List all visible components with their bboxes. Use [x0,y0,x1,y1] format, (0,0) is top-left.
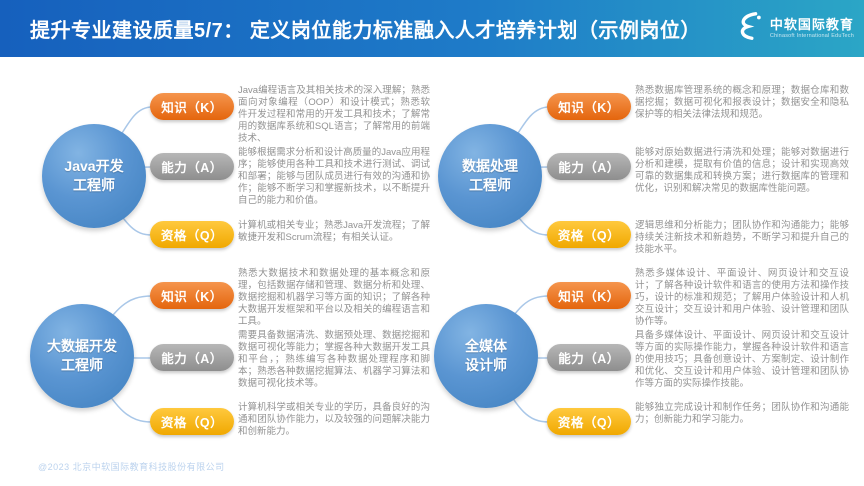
qualification-desc: 计算机或相关专业；熟悉Java开发流程；了解敏捷开发和Scrum流程；有相关认证… [238,220,430,243]
role-group-java: Java开发 工程师 知识（K） 能力（A） 资格（Q） Java编程语言及其相… [0,60,432,256]
knowledge-desc: 熟悉数据库管理系统的概念和原理；数据仓库和数据挖掘；数据可视化和报表设计；数据安… [635,85,849,120]
ability-pill: 能力（A） [547,153,631,180]
role-circle-media-design: 全媒体 设计师 [434,304,538,408]
qualification-pill: 资格（Q） [150,408,234,435]
logo-name-en: Chinasoft International EduTech [769,32,854,39]
role-circle-bigdata: 大数据开发 工程师 [30,304,134,408]
ability-pill: 能力（A） [547,344,631,371]
role-title-line2: 工程师 [61,357,103,373]
role-group-data-processing: 数据处理 工程师 知识（K） 能力（A） 资格（Q） 熟悉数据库管理系统的概念和… [432,60,864,256]
role-title-line1: 全媒体 [465,338,507,355]
knowledge-desc: 熟悉大数据技术和数据处理的基本概念和原理，包括数据存储和管理、数据分析和处理、数… [238,268,430,327]
knowledge-desc: Java编程语言及其相关技术的深入理解；熟悉面向对象编程（OOP）和设计模式；熟… [238,85,430,144]
ability-desc: 具备多媒体设计、平面设计、网页设计和交互设计等方面的实际操作能力，掌握各种设计软… [635,330,849,389]
ability-pill: 能力（A） [150,153,234,180]
copyright-text: @2023 北京中软国际教育科技股份有限公司 [38,462,225,472]
role-title-line1: 数据处理 [462,158,518,175]
qualification-pill: 资格（Q） [150,221,234,248]
company-logo: 中软国际教育 Chinasoft International EduTech [733,10,854,47]
ability-desc: 能够根据需求分析和设计高质量的Java应用程序；能够使用各种工具和技术进行测试、… [238,147,430,206]
role-group-media-design: 全媒体 设计师 知识（K） 能力（A） 资格（Q） 熟悉多媒体设计、平面设计、网… [432,252,864,448]
knowledge-pill: 知识（K） [150,93,234,120]
knowledge-pill: 知识（K） [150,282,234,309]
ability-desc: 需要具备数据清洗、数据预处理、数据挖掘和数据可视化等能力；掌握各种大数据开发工具… [238,330,430,389]
ability-desc: 能够对原始数据进行清洗和处理；能够对数据进行分析和建模，提取有价值的信息；设计和… [635,147,849,194]
qualification-pill: 资格（Q） [547,221,631,248]
chinasoft-logo-icon [733,10,765,47]
slide-title: 提升专业建设质量5/7： 定义岗位能力标准融入人才培养计划（示例岗位） [30,20,701,42]
role-title-line1: Java开发 [64,158,124,175]
role-title-line2: 工程师 [73,177,115,193]
qualification-desc: 逻辑思维和分析能力；团队协作和沟通能力；能够持续关注新技术和新趋势，不断学习和提… [635,220,849,255]
role-group-bigdata: 大数据开发 工程师 知识（K） 能力（A） 资格（Q） 熟悉大数据技术和数据处理… [0,252,432,448]
qualification-desc: 能够独立完成设计和制作任务；团队协作和沟通能力；创新能力和学习能力。 [635,402,849,425]
qualification-desc: 计算机科学或相关专业的学历，具备良好的沟通和团队协作能力，以及较强的问题解决能力… [238,402,430,437]
slide-header: 提升专业建设质量5/7： 定义岗位能力标准融入人才培养计划（示例岗位） 中软国际… [0,0,864,57]
role-title-line2: 工程师 [469,177,511,193]
ability-pill: 能力（A） [150,344,234,371]
knowledge-pill: 知识（K） [547,93,631,120]
logo-text: 中软国际教育 Chinasoft International EduTech [769,16,854,39]
logo-name-cn: 中软国际教育 [769,16,854,32]
role-circle-data-processing: 数据处理 工程师 [438,124,542,228]
role-title-line1: 大数据开发 [47,338,117,355]
knowledge-desc: 熟悉多媒体设计、平面设计、网页设计和交互设计；了解各种设计软件和语言的使用方法和… [635,268,849,327]
role-title-line2: 设计师 [465,357,507,373]
role-circle-java: Java开发 工程师 [42,124,146,228]
qualification-pill: 资格（Q） [547,408,631,435]
knowledge-pill: 知识（K） [547,282,631,309]
